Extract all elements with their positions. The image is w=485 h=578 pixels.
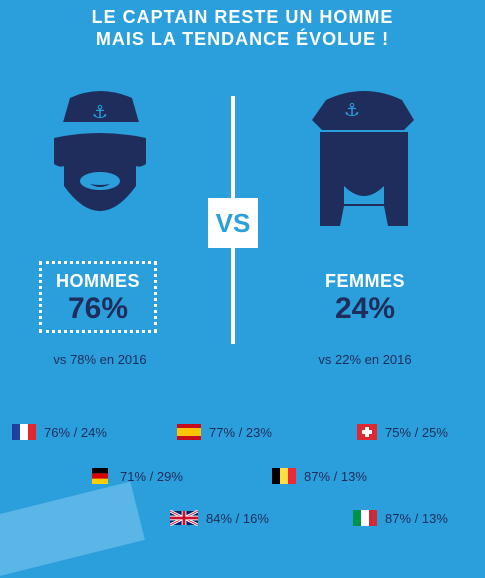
switzerland-value: 75% / 25% <box>385 424 448 440</box>
female-captain-icon: ⚓ <box>312 91 414 226</box>
france-flag-icon <box>12 424 36 440</box>
spain-value: 77% / 23% <box>209 424 272 440</box>
country-row: 84% / 16% <box>170 510 269 526</box>
hommes-highlight-box <box>39 261 157 333</box>
title-line-1: LE CAPTAIN RESTE UN HOMME <box>91 7 394 27</box>
belgium-flag-icon <box>272 468 296 484</box>
italy-flag-icon <box>353 510 377 526</box>
femmes-block: FEMMES 24% <box>300 270 430 326</box>
svg-text:⚓: ⚓ <box>92 102 108 123</box>
italy-value: 87% / 13% <box>385 510 448 526</box>
uk-value: 84% / 16% <box>206 510 269 526</box>
country-row: 77% / 23% <box>177 424 272 440</box>
country-row: 71% / 29% <box>88 468 183 484</box>
country-row: 75% / 25% <box>357 424 448 440</box>
femmes-percent: 24% <box>334 292 396 325</box>
country-row: 87% / 13% <box>272 468 367 484</box>
page-title: LE CAPTAIN RESTE UN HOMME MAIS LA TENDAN… <box>0 6 485 50</box>
germany-value: 71% / 29% <box>120 468 183 484</box>
hommes-previous: vs 78% en 2016 <box>53 352 147 367</box>
vs-badge: VS <box>208 198 258 248</box>
title-line-2: MAIS LA TENDANCE ÉVOLUE ! <box>95 29 390 49</box>
germany-flag-icon <box>88 468 112 484</box>
hommes-block: HOMMES 76% <box>39 270 157 326</box>
uk-flag-icon <box>170 510 198 526</box>
belgium-value: 87% / 13% <box>304 468 367 484</box>
male-captain-icon: ⚓ <box>54 91 146 211</box>
hommes-percent: 76% <box>67 292 129 325</box>
switzerland-flag-icon <box>357 424 377 440</box>
spain-flag-icon <box>177 424 201 440</box>
femmes-previous: vs 22% en 2016 <box>318 352 412 367</box>
svg-text:⚓: ⚓ <box>344 100 360 121</box>
france-value: 76% / 24% <box>44 424 107 440</box>
corner-decoration <box>0 481 145 578</box>
country-row: 76% / 24% <box>12 424 107 440</box>
hommes-label: HOMMES <box>56 271 140 291</box>
femmes-label: FEMMES <box>324 271 405 291</box>
country-row: 87% / 13% <box>353 510 448 526</box>
